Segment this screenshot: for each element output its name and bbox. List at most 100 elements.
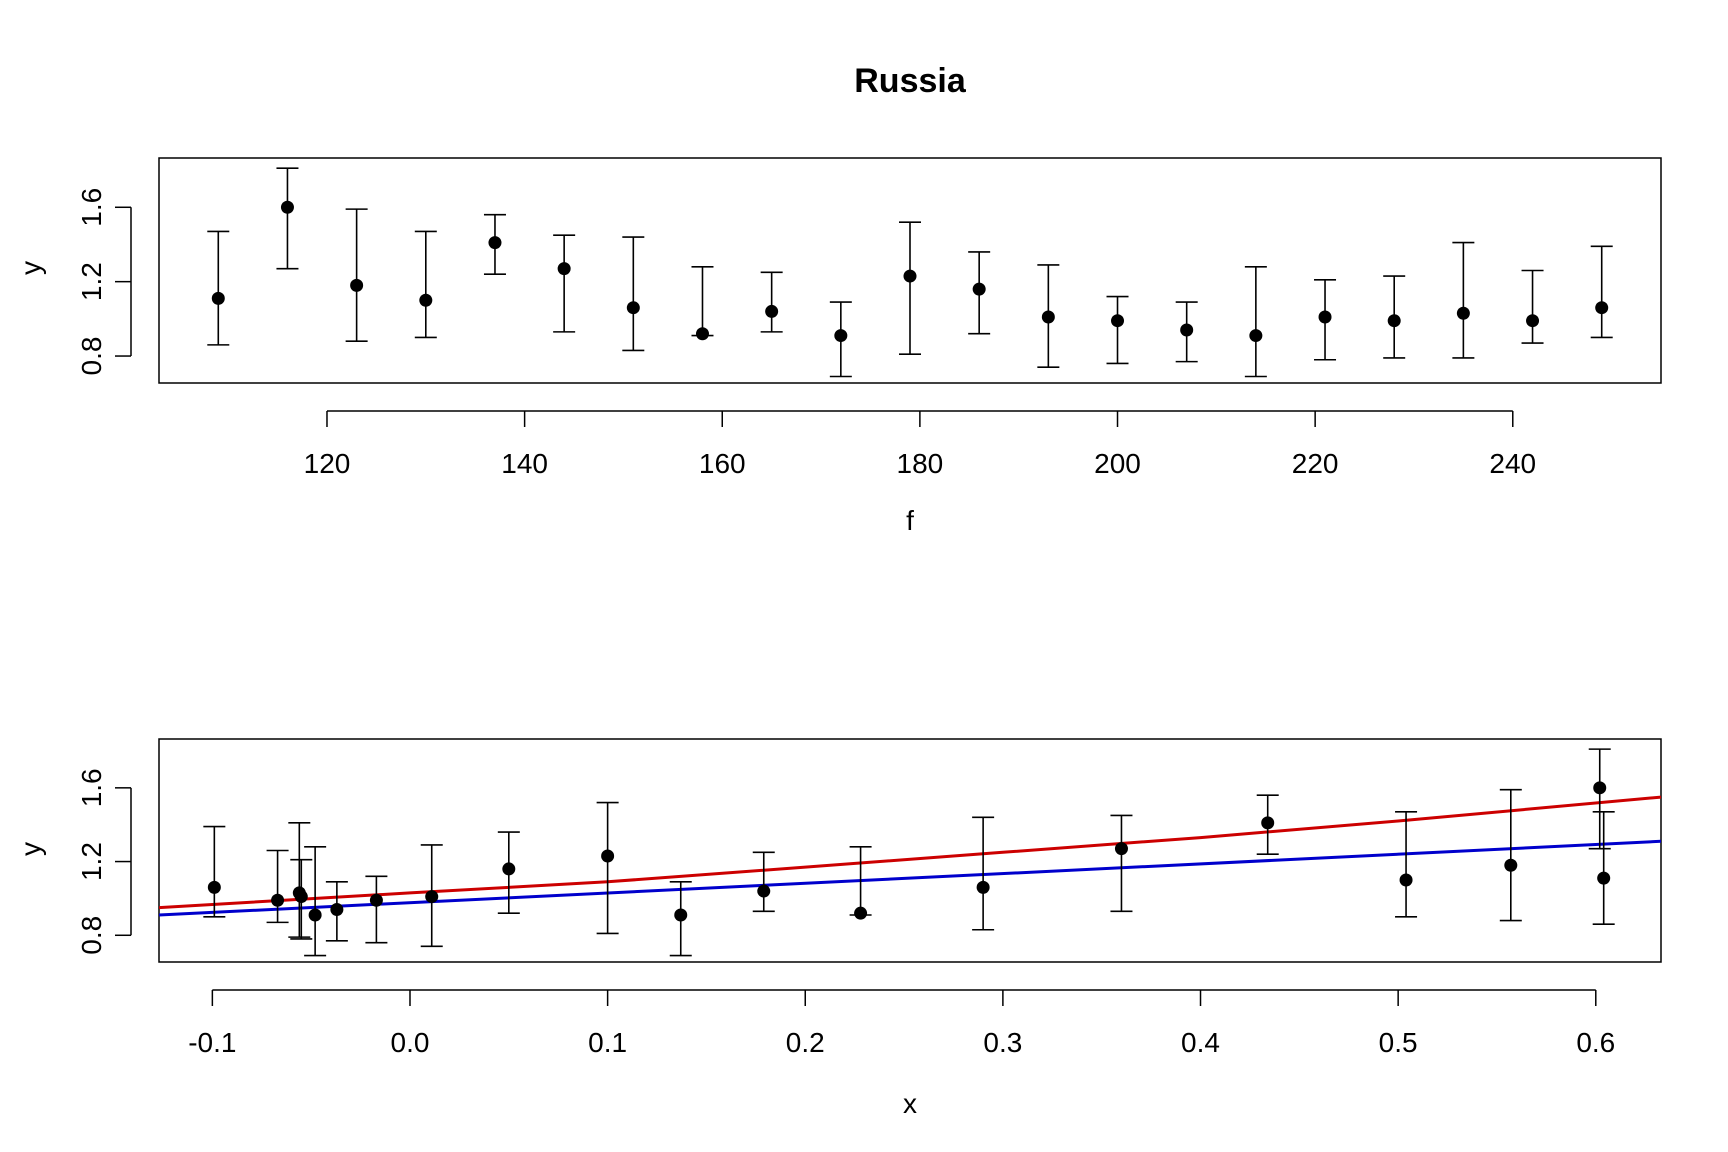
error-bar [345,208,368,342]
x-tick-label: 0.0 [391,1027,430,1058]
data-point [330,902,344,916]
error-bar [760,271,783,333]
error-bar [1452,241,1475,359]
x-tick-label: 0.1 [588,1027,627,1058]
data-point [1597,871,1611,885]
data-point [369,893,383,907]
error-bar [596,801,619,935]
y-axis: 0.8 1.2 1.6 [76,768,132,955]
error-bar [622,236,645,352]
error-bar [691,265,714,337]
x-axis: -0.1 0.0 0.1 0.2 0.3 0.4 0.5 0.6 [188,989,1615,1058]
data-point [1041,310,1055,324]
data-point [976,880,990,894]
data-point [695,327,709,341]
data-point [834,329,848,343]
error-bar [752,851,775,913]
y-axis-label: y [15,842,46,856]
fit-line [159,839,1661,917]
data-point [601,849,615,863]
x-tick-label: 220 [1292,448,1339,479]
error-bar [414,230,437,339]
data-point [557,262,571,276]
data-point [1593,781,1607,795]
y-axis-label: y [15,261,46,275]
error-bar [288,822,311,938]
x-axis-label: f [906,505,914,536]
x-axis-label: x [903,1088,917,1119]
error-bar [304,846,327,957]
chart-title: Russia [854,62,967,100]
data-point [1261,816,1275,830]
data-point [1595,301,1609,315]
error-bar [972,816,995,931]
error-bar [899,221,921,355]
error-bar [266,849,289,924]
data-point [280,200,294,214]
data-point [854,906,868,920]
y-tick-label: 0.8 [76,337,107,376]
y-tick-label: 1.2 [76,842,107,881]
data-point [1387,314,1401,328]
error-bar [1521,269,1544,344]
error-bar [553,234,576,333]
error-bar [207,230,230,346]
error-bar [365,875,388,944]
data-point [972,282,986,296]
error-bar [1499,788,1522,922]
x-tick-label: -0.1 [188,1027,236,1058]
data-point [1456,306,1470,320]
error-bar [1590,245,1613,339]
plot-frame [158,738,1662,963]
data-point [419,293,433,307]
data-point [674,908,688,922]
data-point [1180,323,1194,337]
x-tick-label: 180 [897,448,944,479]
error-bar [1395,810,1418,918]
data-point [1318,310,1332,324]
bottom-panel: -0.1 0.0 0.1 0.2 0.3 0.4 0.5 0.6 x 0.8 1.2 1.6 y [15,738,1662,1119]
data-point [626,301,640,315]
data-point [294,890,308,904]
x-tick-label: 160 [699,448,746,479]
data-point [1399,873,1413,887]
data-point [488,236,502,250]
x-tick-label: 0.4 [1181,1027,1220,1058]
error-bar [1244,265,1267,378]
x-tick-label: 0.5 [1379,1027,1418,1058]
data-point [308,908,322,922]
x-tick-label: 240 [1489,448,1536,479]
y-tick-label: 0.8 [76,916,107,955]
error-bar [203,825,226,918]
error-bar [276,167,299,270]
y-tick-label: 1.6 [76,188,107,227]
data-point [1111,314,1125,328]
x-tick-label: 120 [304,448,351,479]
y-axis: 0.8 1.2 1.6 [76,188,132,376]
error-bar [1110,814,1133,913]
data-point [271,893,285,907]
error-bar [1592,810,1615,926]
data-point [502,862,516,876]
x-axis: 120 140 160 180 200 220 240 [304,410,1536,479]
data-point [425,890,439,904]
error-bar [1106,295,1129,365]
data-point [350,278,364,292]
x-tick-label: 140 [501,448,548,479]
data-point [757,884,771,898]
top-panel: 120 140 160 180 200 220 240 f 0.8 1.2 1.6 y [15,157,1662,536]
plot-frame [158,157,1662,384]
data-point [1504,858,1518,872]
data-point [207,880,221,894]
x-tick-label: 0.2 [786,1027,825,1058]
data-point [765,304,779,318]
x-tick-label: 0.6 [1576,1027,1615,1058]
x-tick-label: 200 [1094,448,1141,479]
data-point [211,291,225,305]
x-tick-label: 0.3 [983,1027,1022,1058]
data-point [903,269,917,283]
y-tick-label: 1.2 [76,262,107,301]
data-point [1526,314,1540,328]
error-bar [1588,748,1611,850]
